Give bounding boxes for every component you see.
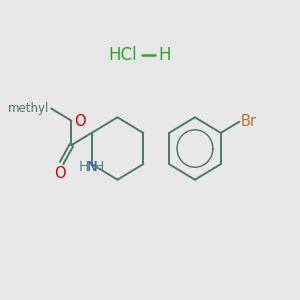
Text: methyl: methyl (8, 102, 49, 115)
Text: O: O (54, 166, 66, 181)
Text: H: H (94, 160, 104, 174)
Text: HCl: HCl (108, 46, 137, 64)
Text: N: N (87, 160, 97, 174)
Text: H: H (79, 160, 89, 174)
Text: Br: Br (241, 114, 256, 129)
Text: H: H (158, 46, 171, 64)
Text: O: O (74, 114, 85, 129)
